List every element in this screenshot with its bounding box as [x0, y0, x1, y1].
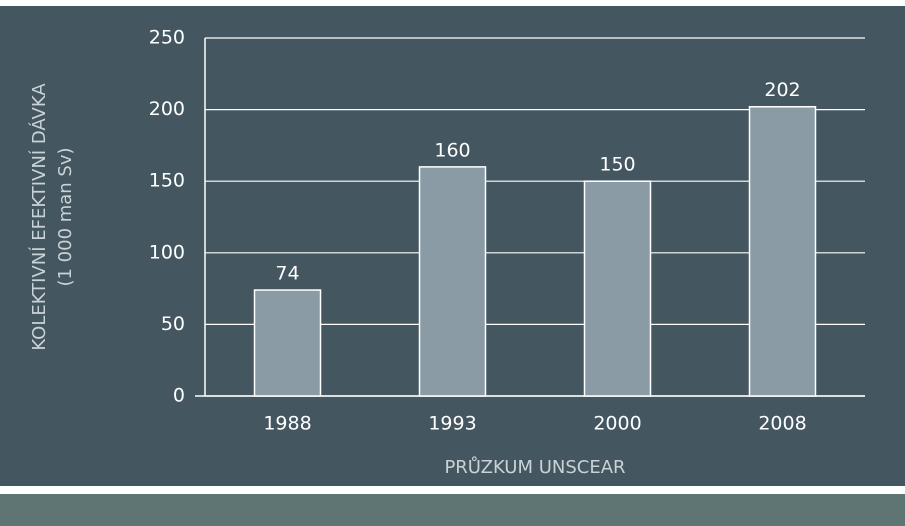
footer-band: [0, 494, 905, 526]
y-tick-label: 0: [173, 385, 185, 407]
bar: [253, 289, 322, 397]
value-label: 160: [434, 139, 470, 161]
y-axis-label: KOLEKTIVNÍ EFEKTIVNÍ DÁVKA: [28, 83, 50, 351]
y-tick-label: 150: [149, 170, 185, 192]
y-tick-label: 200: [149, 98, 185, 120]
y-tick-label: 100: [149, 241, 185, 263]
value-label: 150: [599, 154, 635, 176]
y-tick-label: 50: [161, 313, 185, 335]
bar: [748, 105, 817, 397]
y-tick-label: 250: [149, 27, 185, 49]
value-label: 202: [764, 79, 800, 101]
x-axis-label: PRŮZKUM UNSCEAR: [444, 456, 625, 478]
bar: [418, 166, 487, 397]
bar: [583, 180, 652, 397]
x-tick-label: 1993: [428, 413, 476, 435]
y-axis-label: (1 000 man Sv): [55, 147, 76, 286]
value-label: 74: [275, 263, 299, 285]
x-tick-label: 1988: [263, 413, 311, 435]
x-tick-label: 2008: [758, 413, 806, 435]
x-tick-label: 2000: [593, 413, 641, 435]
